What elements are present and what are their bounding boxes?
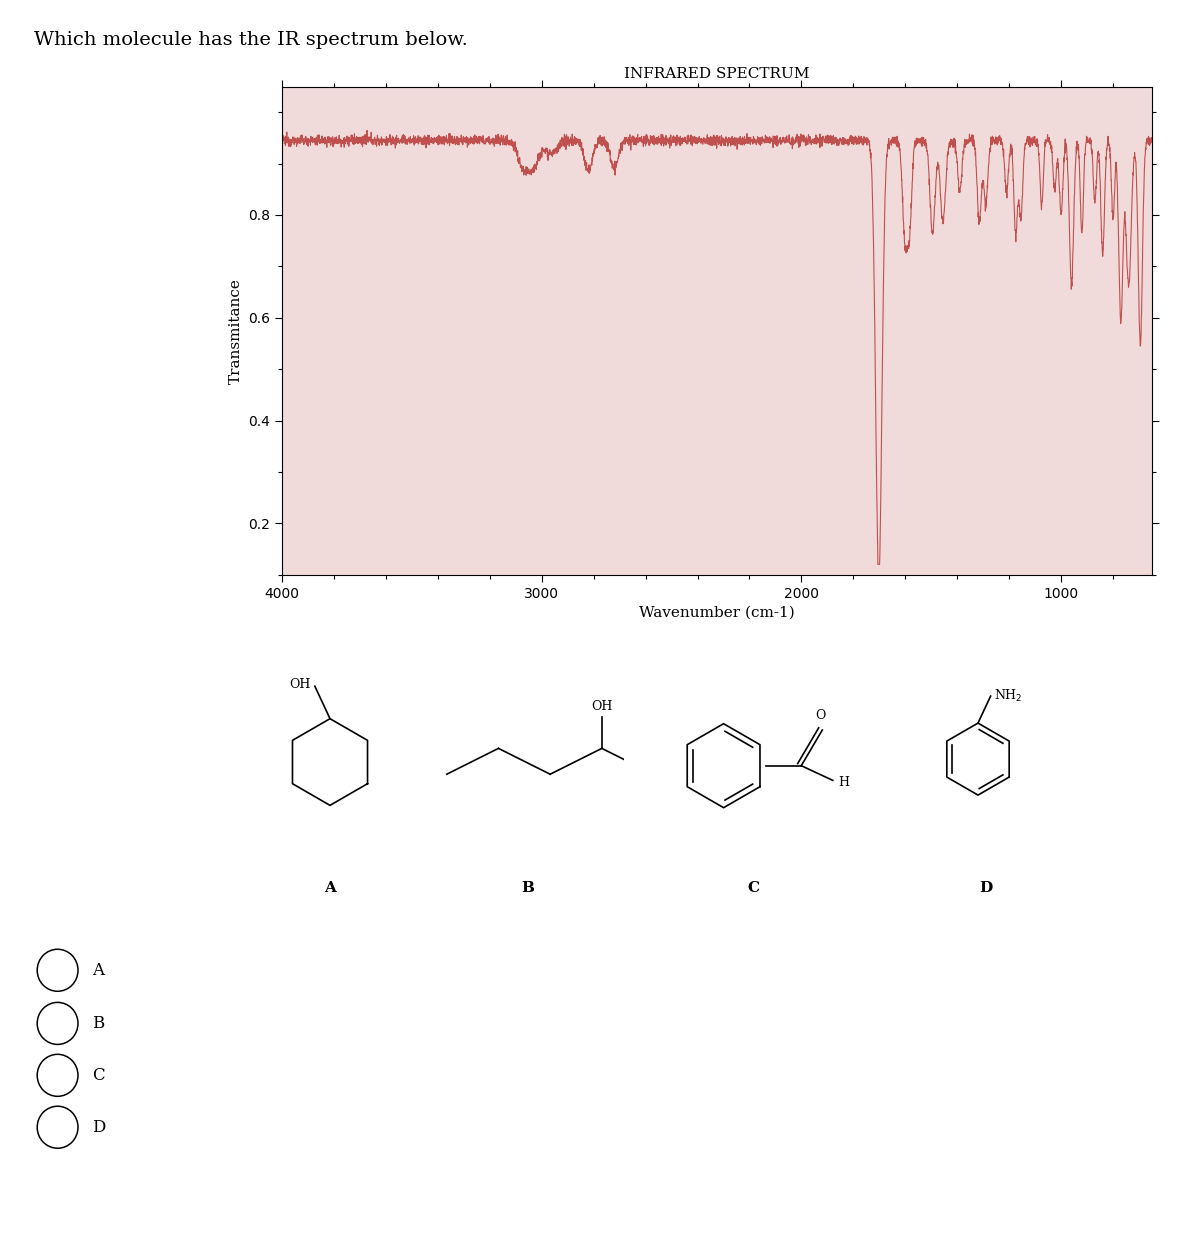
Text: OH: OH: [592, 701, 612, 713]
Text: Which molecule has the IR spectrum below.: Which molecule has the IR spectrum below…: [34, 31, 468, 49]
Text: D: D: [92, 1119, 106, 1136]
Text: OH: OH: [289, 677, 311, 691]
Text: A: A: [92, 962, 104, 979]
Y-axis label: Transmitance: Transmitance: [229, 278, 242, 383]
Text: B: B: [522, 881, 534, 895]
Text: C: C: [748, 881, 760, 895]
Title: INFRARED SPECTRUM: INFRARED SPECTRUM: [624, 67, 810, 82]
Text: NH$_2$: NH$_2$: [995, 688, 1022, 705]
Text: O: O: [815, 709, 826, 722]
X-axis label: Wavenumber (cm-1): Wavenumber (cm-1): [640, 606, 794, 620]
Text: H: H: [838, 776, 848, 789]
Text: B: B: [92, 1015, 104, 1032]
Text: A: A: [324, 881, 336, 895]
Text: D: D: [979, 881, 994, 895]
Text: C: C: [92, 1067, 106, 1084]
